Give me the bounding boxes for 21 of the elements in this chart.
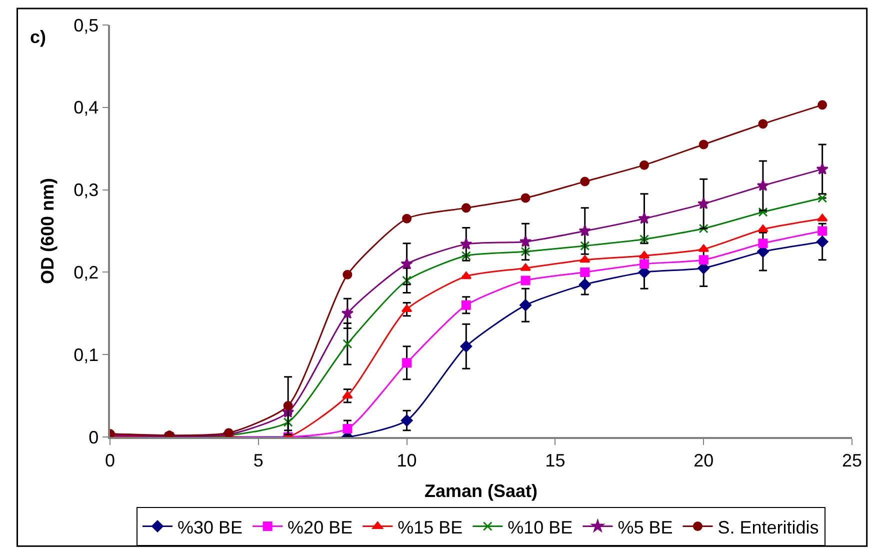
x-tick-label: 15: [545, 450, 566, 470]
legend-label: %5 BE: [618, 517, 673, 538]
y-tick-label: 0,5: [74, 15, 99, 36]
y-axis-title: OD (600 nm): [37, 178, 58, 284]
y-tick-label: 0,4: [74, 98, 99, 118]
legend-label: %20 BE: [288, 517, 353, 538]
y-tick-label: 0,1: [74, 344, 99, 365]
x-tick-label: 20: [694, 450, 714, 470]
text: c): [30, 27, 46, 47]
legend-label: %10 BE: [508, 517, 573, 538]
legend-label: %15 BE: [398, 517, 463, 538]
x-tick-label: 25: [842, 450, 862, 470]
y-tick-label: 0,3: [74, 180, 99, 200]
legend-label: S. Enteritidis: [718, 517, 819, 538]
y-tick-label: 0: [88, 427, 99, 448]
y-tick-label: 0,2: [74, 262, 99, 282]
legend-label: %30 BE: [178, 517, 243, 538]
x-tick-label: 10: [396, 450, 417, 470]
x-axis-title: Zaman (Saat): [424, 480, 538, 501]
x-tick-label: 0: [104, 450, 116, 470]
x-tick-label: 5: [253, 450, 264, 470]
